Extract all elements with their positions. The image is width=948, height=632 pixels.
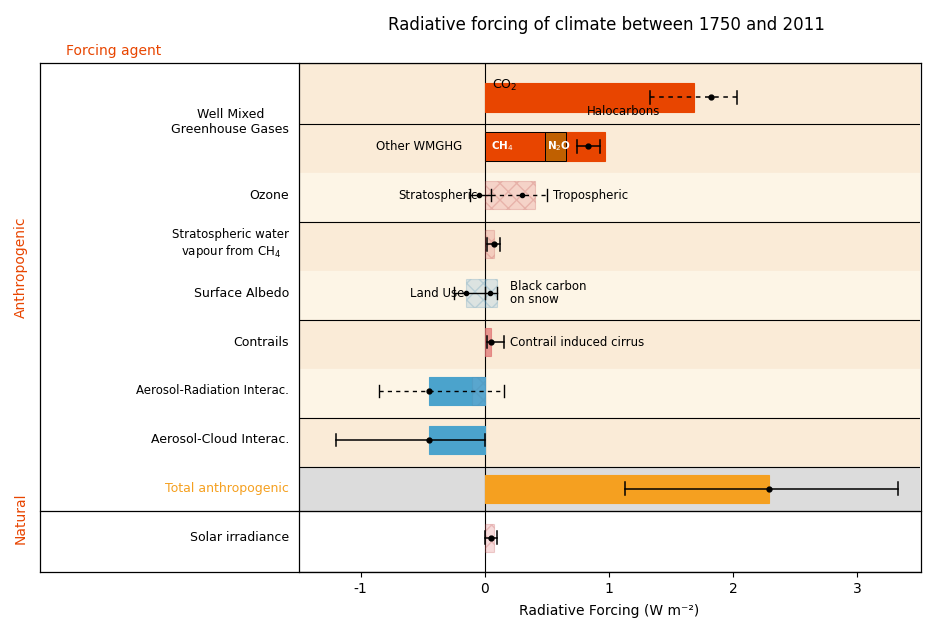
- Text: Tropospheric: Tropospheric: [554, 189, 629, 202]
- Bar: [299, 63, 920, 125]
- Bar: [299, 467, 920, 511]
- Bar: [484, 475, 769, 503]
- Bar: [484, 83, 694, 112]
- Text: Forcing agent: Forcing agent: [66, 44, 161, 58]
- Bar: [299, 173, 920, 222]
- Text: N$_2$O: N$_2$O: [547, 140, 571, 154]
- Bar: [299, 511, 920, 572]
- Text: on snow: on snow: [510, 293, 558, 307]
- Bar: [429, 426, 484, 454]
- Text: Total anthropogenic: Total anthropogenic: [165, 482, 289, 495]
- Bar: [484, 132, 544, 161]
- Text: Ozone: Ozone: [249, 189, 289, 202]
- Text: Well Mixed
Greenhouse Gases: Well Mixed Greenhouse Gases: [172, 108, 289, 136]
- Text: Radiative forcing of climate between 1750 and 2011: Radiative forcing of climate between 175…: [389, 16, 825, 33]
- Text: Land Use: Land Use: [410, 287, 465, 300]
- Bar: [466, 279, 484, 307]
- Bar: [544, 132, 566, 161]
- Text: Natural: Natural: [14, 492, 27, 544]
- Bar: [484, 132, 606, 161]
- Text: Aerosol-Radiation Interac.: Aerosol-Radiation Interac.: [137, 384, 289, 398]
- Text: Contrails: Contrails: [233, 336, 289, 348]
- Text: Surface Albedo: Surface Albedo: [194, 287, 289, 300]
- Bar: [484, 279, 498, 307]
- Text: Solar irradiance: Solar irradiance: [190, 532, 289, 544]
- Bar: [429, 377, 484, 405]
- Bar: [299, 125, 920, 173]
- Bar: [299, 320, 920, 369]
- Text: Halocarbons: Halocarbons: [587, 105, 660, 118]
- Bar: [484, 523, 494, 552]
- Bar: [299, 369, 920, 418]
- Text: CH$_4$: CH$_4$: [491, 140, 514, 154]
- Text: Contrail induced cirrus: Contrail induced cirrus: [510, 336, 644, 348]
- Bar: [484, 181, 535, 209]
- Bar: [299, 222, 920, 271]
- Text: Stratospheric water
vapour from CH$_4$: Stratospheric water vapour from CH$_4$: [173, 228, 289, 260]
- Text: CO$_2$: CO$_2$: [492, 78, 518, 93]
- X-axis label: Radiative Forcing (W m⁻²): Radiative Forcing (W m⁻²): [519, 604, 700, 618]
- Bar: [484, 328, 491, 356]
- Bar: [299, 271, 920, 320]
- Bar: [299, 418, 920, 467]
- Text: Aerosol-Cloud Interac.: Aerosol-Cloud Interac.: [151, 434, 289, 446]
- Text: Other WMGHG: Other WMGHG: [375, 140, 462, 153]
- Bar: [484, 230, 494, 258]
- Text: Stratospheric: Stratospheric: [398, 189, 478, 202]
- Text: Anthropogenic: Anthropogenic: [14, 217, 27, 318]
- Bar: [472, 377, 484, 405]
- Text: Black carbon: Black carbon: [510, 280, 586, 293]
